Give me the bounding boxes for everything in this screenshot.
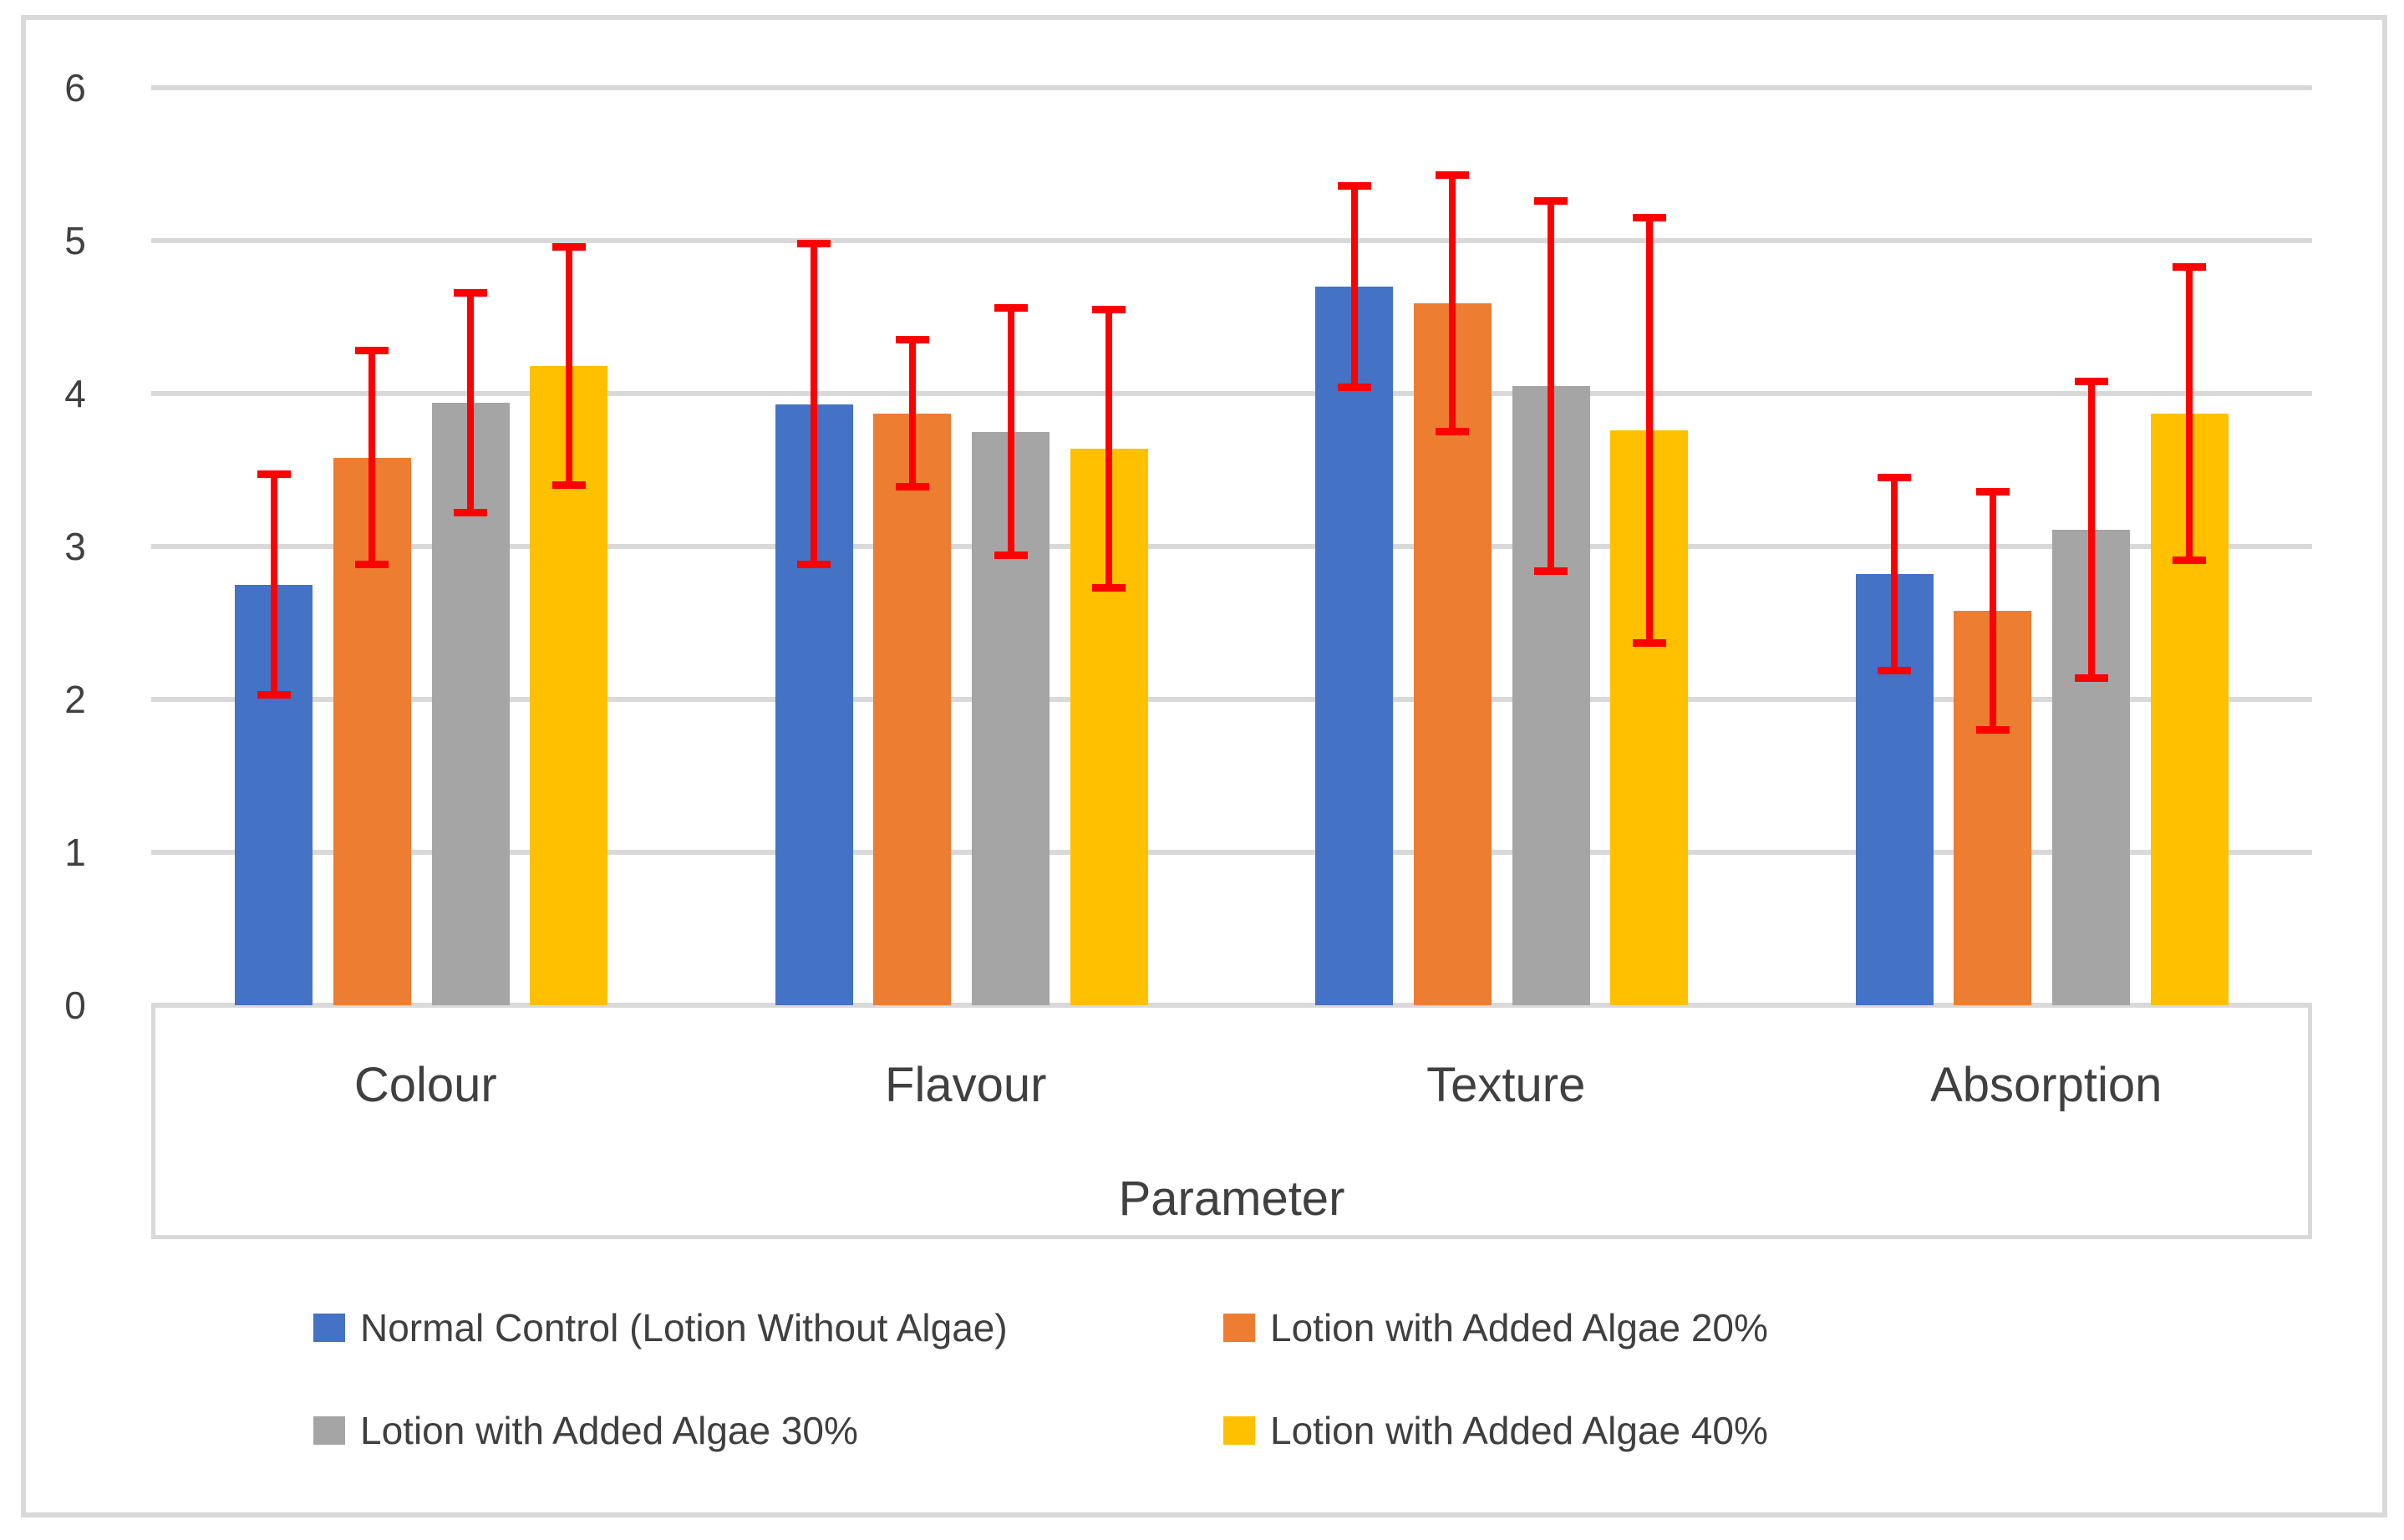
y-axis-tick-label: 5 [64, 219, 86, 262]
legend-label: Lotion with Added Algae 20% [1270, 1306, 1768, 1349]
legend-label: Normal Control (Lotion Without Algae) [360, 1306, 1008, 1349]
gridline-y3 [151, 544, 2312, 549]
error-bar-line [1645, 217, 1653, 643]
legend-label: Lotion with Added Algae 30% [360, 1409, 858, 1452]
gridline-y4 [151, 391, 2312, 396]
error-bar-cap-bottom [257, 691, 291, 699]
legend-item: Lotion with Added Algae 20% [1223, 1299, 1768, 1357]
y-axis-tick-label: 4 [64, 372, 86, 415]
error-bar-cap-bottom [895, 483, 929, 491]
legend-swatch-icon [313, 1314, 345, 1342]
error-bar-cap-bottom [1632, 638, 1666, 647]
legend-item: Lotion with Added Algae 40% [1223, 1401, 1768, 1460]
y-axis-tick-label: 3 [64, 525, 86, 568]
error-bar-cap-bottom [1092, 583, 1126, 592]
error-bar-cap-top [1337, 181, 1371, 190]
category-label-texture: Texture [1426, 1058, 1586, 1112]
y-axis-tick-label: 1 [64, 831, 86, 874]
error-bar-cap-top [454, 288, 488, 297]
error-bar-cap-top [1632, 214, 1666, 222]
legend-item: Normal Control (Lotion Without Algae) [313, 1299, 1223, 1357]
error-bar-cap-top [2074, 377, 2108, 385]
error-bar-line [2186, 267, 2193, 561]
legend-label: Lotion with Added Algae 40% [1270, 1409, 1768, 1452]
error-bar-line [2087, 381, 2095, 679]
x-axis-box: Colour Flavour Texture Absorption Parameter [151, 1005, 2312, 1239]
legend-item: Lotion with Added Algae 30% [313, 1401, 1223, 1460]
error-bar-cap-bottom [1436, 428, 1470, 436]
error-bar-line [1989, 491, 1996, 730]
error-bar-cap-top [994, 304, 1028, 313]
category-label-colour: Colour [353, 1058, 497, 1112]
gridline-y2 [151, 697, 2312, 702]
bar [873, 413, 952, 1005]
error-bar-cap-bottom [1534, 567, 1568, 575]
gridline-y0 [151, 1003, 2312, 1008]
y-axis-tick-label: 2 [64, 678, 86, 721]
error-bar-cap-top [895, 336, 929, 344]
error-bar-cap-bottom [1878, 666, 1912, 674]
error-bar-cap-top [551, 242, 586, 251]
error-bar-cap-top [257, 470, 291, 479]
gridline-y5 [151, 238, 2312, 243]
error-bar-line [811, 243, 818, 565]
error-bar-cap-top [1534, 196, 1568, 205]
error-bar-line [368, 350, 376, 565]
error-bar-line [1350, 186, 1358, 388]
error-bar-line [270, 474, 277, 695]
legend-swatch-icon [313, 1416, 345, 1445]
error-bar-cap-top [2173, 262, 2207, 271]
error-bar-line [1548, 201, 1555, 572]
error-bar-cap-bottom [551, 481, 586, 490]
error-bar-cap-top [1975, 487, 2010, 496]
gridline-y1 [151, 850, 2312, 855]
error-bar-cap-bottom [797, 561, 831, 569]
legend-swatch-icon [1223, 1314, 1255, 1342]
bar [1315, 286, 1394, 1005]
gridline-y6 [151, 85, 2312, 90]
x-axis-title: Parameter [1118, 1172, 1345, 1226]
error-bar-line [908, 339, 916, 487]
error-bar-cap-bottom [355, 561, 389, 569]
error-bar-cap-top [355, 347, 389, 355]
category-label-absorption: Absorption [1930, 1058, 2163, 1112]
y-axis-tick-label: 0 [64, 983, 86, 1027]
error-bar-cap-top [1092, 305, 1126, 313]
error-bar-line [467, 292, 475, 513]
error-bar-cap-top [1878, 474, 1912, 482]
error-bar-cap-bottom [2074, 673, 2108, 682]
legend-swatch-icon [1223, 1416, 1255, 1445]
legend: Normal Control (Lotion Without Algae) Lot… [313, 1299, 1768, 1460]
error-bar-cap-bottom [1975, 726, 2010, 734]
error-bar-line [1007, 307, 1014, 556]
error-bar-line [1449, 175, 1456, 432]
y-axis-tick-label: 6 [64, 66, 86, 109]
error-bar-cap-top [797, 240, 831, 248]
error-bar-line [1891, 477, 1898, 671]
error-bar-cap-bottom [994, 551, 1028, 560]
error-bar-line [1105, 309, 1113, 588]
error-bar-line [565, 247, 572, 485]
category-label-flavour: Flavour [885, 1058, 1047, 1112]
error-bar-cap-bottom [2173, 556, 2207, 564]
error-bar-cap-bottom [1337, 384, 1371, 392]
error-bar-cap-bottom [454, 509, 488, 517]
error-bar-cap-top [1436, 170, 1470, 179]
